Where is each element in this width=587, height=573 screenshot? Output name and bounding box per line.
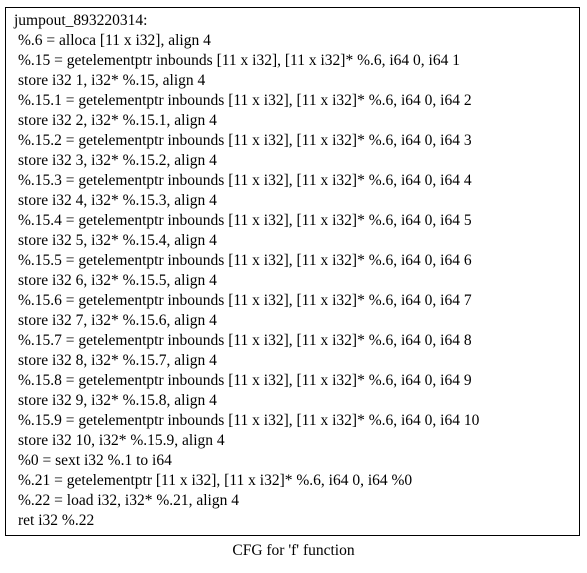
instruction: %.15.9 = getelementptr inbounds [11 x i3… (18, 412, 480, 429)
instruction: store i32 5, i32* %.15.4, align 4 (18, 232, 217, 249)
instruction: %.21 = getelementptr [11 x i32], [11 x i… (18, 472, 413, 489)
cfg-node: jumpout_893220314: %.6 = alloca [11 x i3… (5, 7, 580, 536)
instruction: %.15.3 = getelementptr inbounds [11 x i3… (18, 172, 472, 189)
instruction: store i32 9, i32* %.15.8, align 4 (18, 392, 217, 409)
instruction: store i32 4, i32* %.15.3, align 4 (18, 192, 217, 209)
instruction: store i32 10, i32* %.15.9, align 4 (18, 432, 225, 449)
instruction: ret i32 %.22 (18, 512, 95, 529)
instruction: %.15 = getelementptr inbounds [11 x i32]… (18, 52, 460, 69)
instruction: %.6 = alloca [11 x i32], align 4 (18, 32, 211, 49)
instruction: store i32 2, i32* %.15.1, align 4 (18, 112, 217, 129)
instruction: %.15.2 = getelementptr inbounds [11 x i3… (18, 132, 472, 149)
instruction: %.15.6 = getelementptr inbounds [11 x i3… (18, 292, 472, 309)
instruction: %.15.5 = getelementptr inbounds [11 x i3… (18, 252, 472, 269)
instruction: store i32 6, i32* %.15.5, align 4 (18, 272, 217, 289)
instruction: store i32 7, i32* %.15.6, align 4 (18, 312, 217, 329)
instruction: %.22 = load i32, i32* %.21, align 4 (18, 492, 239, 509)
instruction: %.15.4 = getelementptr inbounds [11 x i3… (18, 212, 472, 229)
caption: CFG for 'f' function (232, 542, 355, 559)
instruction: %.15.8 = getelementptr inbounds [11 x i3… (18, 372, 472, 389)
instruction: store i32 3, i32* %.15.2, align 4 (18, 152, 217, 169)
instruction: %.15.7 = getelementptr inbounds [11 x i3… (18, 332, 472, 349)
instruction: %.15.1 = getelementptr inbounds [11 x i3… (18, 92, 472, 109)
node-title: jumpout_893220314: (14, 12, 148, 29)
instruction: store i32 1, i32* %.15, align 4 (18, 72, 206, 89)
instruction: store i32 8, i32* %.15.7, align 4 (18, 352, 217, 369)
instruction: %0 = sext i32 %.1 to i64 (18, 452, 172, 469)
